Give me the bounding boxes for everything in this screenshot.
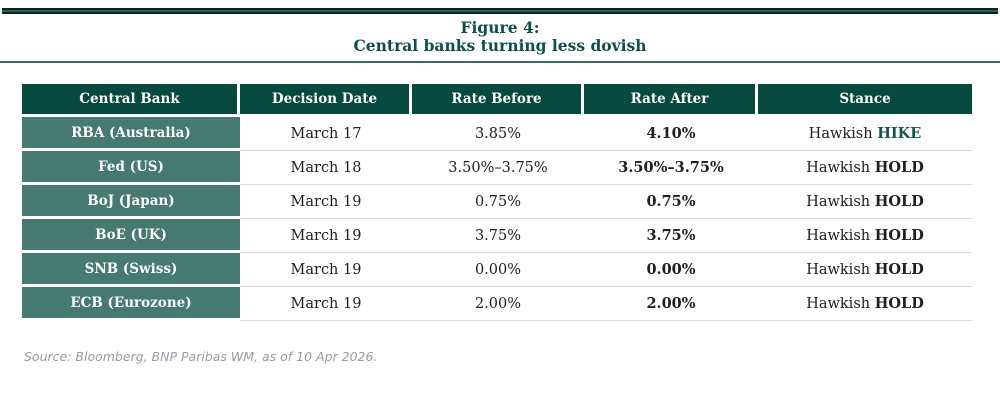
decision-date-cell: March 19	[240, 219, 412, 253]
table-row: BoE (UK) March 19 3.75% 3.75% Hawkish HOLD	[22, 219, 972, 253]
col-header-stance: Stance	[758, 84, 972, 117]
stance-word: HOLD	[874, 261, 924, 278]
stance-prefix: Hawkish	[806, 194, 875, 210]
stance-cell: Hawkish HOLD	[758, 151, 972, 185]
rate-before-cell: 3.75%	[412, 219, 584, 253]
stance-prefix: Hawkish	[806, 160, 875, 176]
rate-before-cell: 0.75%	[412, 185, 584, 219]
rate-before-cell: 0.00%	[412, 253, 584, 287]
rate-after-cell: 3.75%	[584, 219, 758, 253]
top-divider	[2, 8, 998, 14]
table-row: BoJ (Japan) March 19 0.75% 0.75% Hawkish HOL…	[22, 185, 972, 219]
bank-cell: RBA (Australia)	[22, 117, 240, 151]
source-note: Source: Bloomberg, BNP Paribas WM, as of…	[24, 349, 378, 364]
stance-cell: Hawkish HOLD	[758, 287, 972, 321]
stance-prefix: Hawkish	[806, 228, 875, 244]
stance-prefix: Hawkish	[808, 126, 878, 142]
stance-prefix: Hawkish	[806, 296, 875, 312]
stance-cell: Hawkish HOLD	[758, 253, 972, 287]
stance-word: HOLD	[874, 295, 924, 312]
rate-after-cell: 4.10%	[584, 117, 758, 151]
rate-before-cell: 3.85%	[412, 117, 584, 151]
figure-title-line2: Central banks turning less dovish	[353, 36, 647, 55]
bank-cell: SNB (Swiss)	[22, 253, 240, 287]
stance-cell: Hawkish HOLD	[758, 219, 972, 253]
bank-cell: BoE (UK)	[22, 219, 240, 253]
table-header-row: Central Bank Decision Date Rate Before R…	[22, 84, 972, 117]
bank-cell: Fed (US)	[22, 151, 240, 185]
col-header-central-bank: Central Bank	[22, 84, 240, 117]
table-row: ECB (Eurozone) March 19 2.00% 2.00% Hawkish …	[22, 287, 972, 321]
figure-title: Figure 4: Central banks turning less dov…	[0, 19, 1000, 55]
table-body: RBA (Australia) March 17 3.85% 4.10% Hawkish…	[22, 117, 972, 321]
title-divider	[0, 61, 1000, 63]
bank-cell: BoJ (Japan)	[22, 185, 240, 219]
rate-after-cell: 0.00%	[584, 253, 758, 287]
table-row: RBA (Australia) March 17 3.85% 4.10% Hawkish…	[22, 117, 972, 151]
stance-prefix: Hawkish	[806, 262, 875, 278]
col-header-rate-after: Rate After	[584, 84, 758, 117]
bank-cell: ECB (Eurozone)	[22, 287, 240, 321]
figure-panel: Figure 4: Central banks turning less dov…	[0, 8, 1000, 417]
stance-cell: Hawkish HIKE	[758, 117, 972, 151]
stance-cell: Hawkish HOLD	[758, 185, 972, 219]
rate-before-cell: 3.50%–3.75%	[412, 151, 584, 185]
col-header-decision-date: Decision Date	[240, 84, 412, 117]
table-row: Fed (US) March 18 3.50%–3.75% 3.50%–3.75% Ha…	[22, 151, 972, 185]
rate-after-cell: 0.75%	[584, 185, 758, 219]
stance-word: HIKE	[877, 125, 922, 142]
stance-word: HOLD	[874, 159, 924, 176]
stance-word: HOLD	[874, 227, 924, 244]
figure-title-line1: Figure 4:	[460, 18, 540, 37]
rate-after-cell: 2.00%	[584, 287, 758, 321]
stance-word: HOLD	[874, 193, 924, 210]
decision-date-cell: March 17	[240, 117, 412, 151]
decision-date-cell: March 19	[240, 287, 412, 321]
decision-date-cell: March 19	[240, 253, 412, 287]
decision-date-cell: March 18	[240, 151, 412, 185]
col-header-rate-before: Rate Before	[412, 84, 584, 117]
rate-after-cell: 3.50%–3.75%	[584, 151, 758, 185]
rate-before-cell: 2.00%	[412, 287, 584, 321]
central-banks-table: Central Bank Decision Date Rate Before R…	[22, 84, 972, 321]
decision-date-cell: March 19	[240, 185, 412, 219]
table-row: SNB (Swiss) March 19 0.00% 0.00% Hawkish HOL…	[22, 253, 972, 287]
